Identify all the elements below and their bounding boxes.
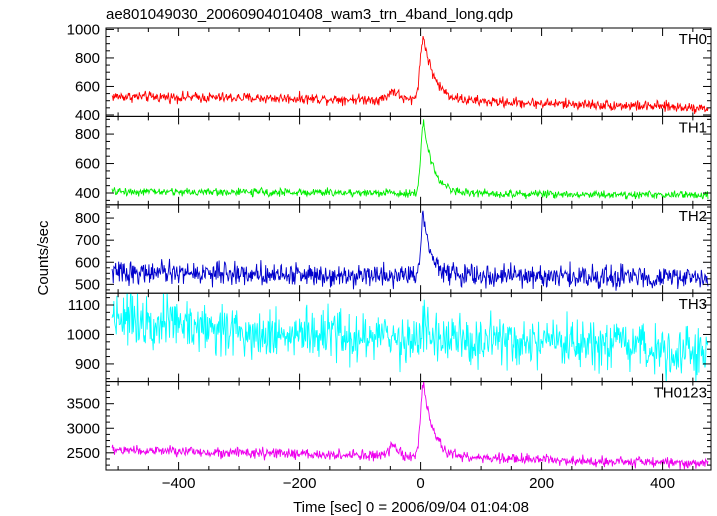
- panel-frame: [105, 115, 712, 206]
- y-axis-label: Counts/sec: [35, 220, 52, 296]
- series-label-th3: TH3: [679, 296, 707, 313]
- chart-title: ae801049030_20060904010408_wam3_trn_4ban…: [106, 6, 513, 23]
- y-tick-label: 1000: [67, 21, 100, 38]
- y-tick-label: 800: [75, 126, 100, 143]
- series-line-th3: [111, 293, 709, 382]
- x-tick-label: 0: [416, 475, 424, 492]
- x-tick-label: 400: [650, 475, 675, 492]
- y-tick-label: 400: [75, 107, 100, 124]
- y-tick-label: 600: [75, 78, 100, 95]
- y-tick-label: 400: [75, 185, 100, 202]
- x-tick-label: −200: [283, 475, 317, 492]
- series-label-th2: TH2: [679, 208, 707, 225]
- y-tick-label: 500: [75, 276, 100, 293]
- x-tick-label: 200: [529, 475, 554, 492]
- series-line-th1: [111, 119, 709, 201]
- panel-th1: TH1 400 600 800: [75, 115, 712, 206]
- series-line-th0123: [111, 381, 709, 470]
- y-tick-label: 600: [75, 254, 100, 271]
- panel-frame: [105, 381, 712, 471]
- panel-th0123: TH0123 2500 3000 3500 −400 −200 0 200 400: [67, 381, 712, 492]
- series-line-th2: [111, 210, 709, 291]
- y-tick-label: 900: [75, 356, 100, 373]
- panel-th3: TH3 900 1000 1100: [67, 292, 712, 383]
- series-label-th1: TH1: [679, 119, 707, 136]
- panel-frame: [105, 27, 712, 117]
- y-tick-label: 3500: [67, 396, 100, 413]
- y-tick-label: 800: [75, 210, 100, 227]
- x-axis-label: Time [sec] 0 = 2006/09/04 01:04:08: [293, 499, 529, 516]
- series-line-th0: [111, 35, 709, 114]
- panel-th0: TH0 400 600 800 1000: [67, 21, 712, 124]
- panel-th2: TH2 500 600 700 800: [75, 204, 712, 294]
- y-tick-label: 1100: [68, 297, 100, 314]
- y-tick-label: 600: [75, 156, 100, 173]
- y-tick-label: 2500: [67, 445, 100, 462]
- y-tick-label: 1000: [67, 326, 100, 343]
- series-label-th0123: TH0123: [654, 385, 707, 402]
- panels: TH0 400 600 800 1000 TH1 400 600 800 TH2 500 600 700…: [67, 21, 712, 492]
- y-tick-label: 700: [75, 232, 100, 249]
- series-label-th0: TH0: [679, 31, 707, 48]
- y-tick-label: 800: [75, 50, 100, 67]
- y-tick-label: 3000: [67, 420, 100, 437]
- x-tick-label: −400: [162, 475, 196, 492]
